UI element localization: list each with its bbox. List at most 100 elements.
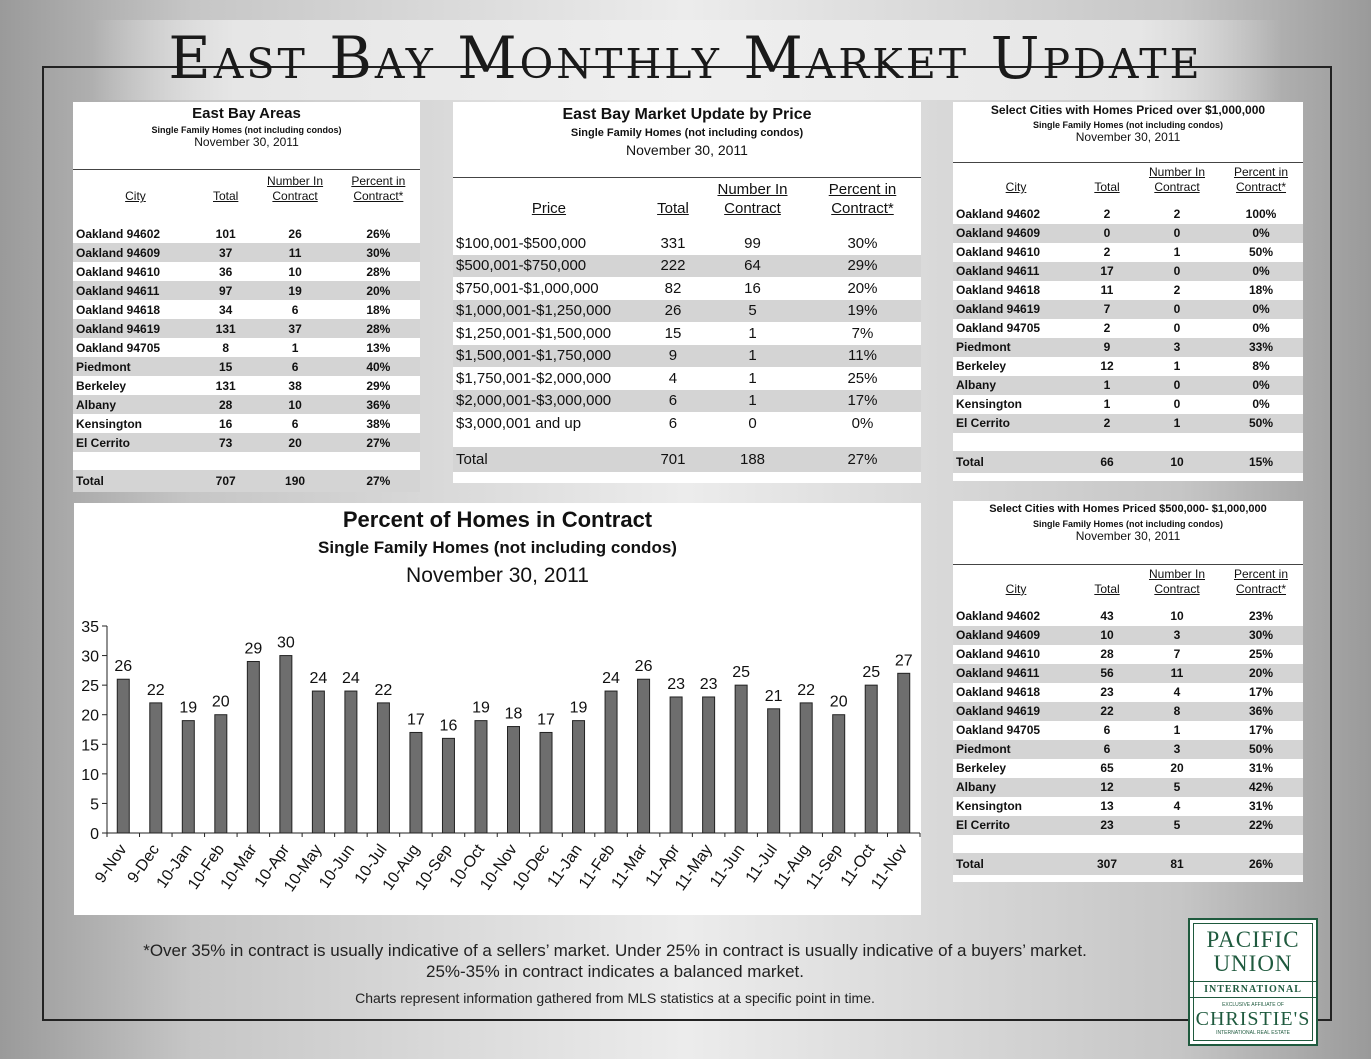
row-contract: 20 [1170,761,1184,776]
row-total: 0 [1079,223,1135,243]
table-row: $1,250,001-$1,500,000 15 1 7% [453,322,921,345]
table-row: Oakland 94602 43 10 23% [953,607,1303,626]
price-total-total: 701 [644,446,702,472]
row-percent: 26% [366,226,391,241]
row-percent: 50% [1219,413,1303,433]
row-total: 1 [1079,375,1135,395]
row-total: 11 [1100,283,1114,298]
price-subtitle: Single Family Homes (not including condo… [570,127,804,140]
row-percent: 7% [851,324,874,342]
chart-subtitle: Single Family Homes (not including condo… [318,538,677,558]
data-label: 24 [342,670,360,687]
chart-bar [246,660,260,834]
row-contract: 0 [1173,397,1181,412]
row-contract: 38 [288,378,302,393]
row-contract: 11 [253,243,337,263]
table-row: Oakland 94618 11 2 18% [953,281,1303,300]
areas-total-label: Total [73,470,198,493]
data-label: 30 [277,635,295,652]
price-col-contract: Number In Contract [717,181,788,218]
data-label: 29 [244,640,262,657]
row-label: Oakland 94618 [76,302,161,317]
table-row: $100,001-$500,000 331 99 30% [453,232,921,255]
row-total: 43 [1100,609,1114,624]
row-label: Oakland 94609 [953,625,1079,645]
row-total: 36 [219,264,233,279]
row-label: Oakland 94705 [76,340,161,355]
y-tick-label: 10 [81,767,99,784]
row-percent: 11% [803,344,921,368]
row-total: 10 [1079,625,1135,645]
over-million-subtitle: Single Family Homes (not including condo… [1032,119,1223,130]
row-percent: 0% [1252,397,1270,412]
over-million-col-city: City [1005,179,1027,194]
data-label: 22 [797,682,815,699]
mid-range-total-contract: 81 [1135,852,1219,875]
row-label: Oakland 94705 [956,321,1041,336]
data-label: 16 [440,717,458,734]
table-row: $1,500,001-$1,750,000 9 1 11% [453,344,921,368]
row-percent: 17% [1248,685,1274,700]
data-label: 25 [862,664,880,681]
row-total: 6 [644,389,702,413]
row-percent: 20% [1219,663,1303,683]
chart-bar [149,702,163,834]
row-contract: 0 [1135,223,1219,243]
price-total-percent: 27% [803,446,921,472]
table-row: Albany 1 0 0% [953,375,1303,395]
table-row: Albany 12 5 42% [953,777,1303,797]
row-label: Oakland 94611 [953,663,1079,683]
over-million-table-header: City Total Number In Contract Percent in C… [953,161,1303,195]
mid-range-table: Oakland 94602 43 10 23% Oakland 94609 10 3 30% O… [953,597,1303,835]
row-contract: 20 [253,433,337,453]
price-date: November 30, 2011 [626,142,748,159]
table-row: Oakland 94610 2 1 50% [953,243,1303,262]
data-label: 24 [309,670,327,687]
row-contract: 37 [253,319,337,339]
chart-bar [539,731,553,834]
table-row: Oakland 94618 23 4 17% [953,683,1303,702]
table-row: Oakland 94705 2 0 0% [953,319,1303,338]
data-label: 20 [212,694,230,711]
over-million-total-total: 66 [1079,450,1135,473]
row-percent: 0% [1252,321,1270,336]
row-label: Oakland 94610 [956,647,1041,662]
areas-col-percent: Percent in Contract* [351,174,406,204]
row-contract: 0 [1135,299,1219,319]
areas-subtitle: Single Family Homes (not including condo… [151,125,342,136]
row-label: Piedmont [953,739,1079,759]
row-label: Oakland 94618 [956,283,1041,298]
table-row: Oakland 94610 36 10 28% [73,262,420,281]
table-row: El Cerrito 73 20 27% [73,433,420,453]
table-row: Oakland 94705 6 1 17% [953,721,1303,740]
row-label: $500,001-$750,000 [453,254,645,278]
over-million-total-label: Total [953,450,1079,473]
row-percent: 29% [366,378,391,393]
row-percent: 0% [1219,223,1303,243]
row-label: $1,250,001-$1,500,000 [456,324,612,342]
data-label: 23 [700,676,718,693]
row-percent: 25% [847,369,878,387]
row-percent: 0% [1219,375,1303,395]
row-percent: 50% [1248,245,1274,260]
row-percent: 22% [1219,815,1303,835]
table-row: Oakland 94602 101 26 26% [73,224,420,243]
row-percent: 100% [1245,207,1277,222]
row-total: 23 [1079,815,1135,835]
table-row: $3,000,001 and up 6 0 0% [453,412,921,435]
table-row: Oakland 94619 131 37 28% [73,319,420,339]
row-label: Oakland 94619 [953,299,1079,319]
table-row: Oakland 94609 0 0 0% [953,223,1303,243]
price-table: $100,001-$500,000 331 99 30% $500,001-$750,0… [453,218,921,435]
data-label: 21 [765,688,783,705]
row-percent: 19% [803,299,921,323]
row-total: 28 [1100,647,1114,662]
data-label: 26 [635,658,653,675]
row-percent: 29% [803,254,921,278]
chart-bar [702,696,716,834]
row-total: 1 [1103,397,1111,412]
data-label: 22 [147,682,165,699]
row-contract: 99 [744,234,761,252]
table-row: Oakland 94705 8 1 13% [73,338,420,357]
row-total: 15 [664,324,682,342]
